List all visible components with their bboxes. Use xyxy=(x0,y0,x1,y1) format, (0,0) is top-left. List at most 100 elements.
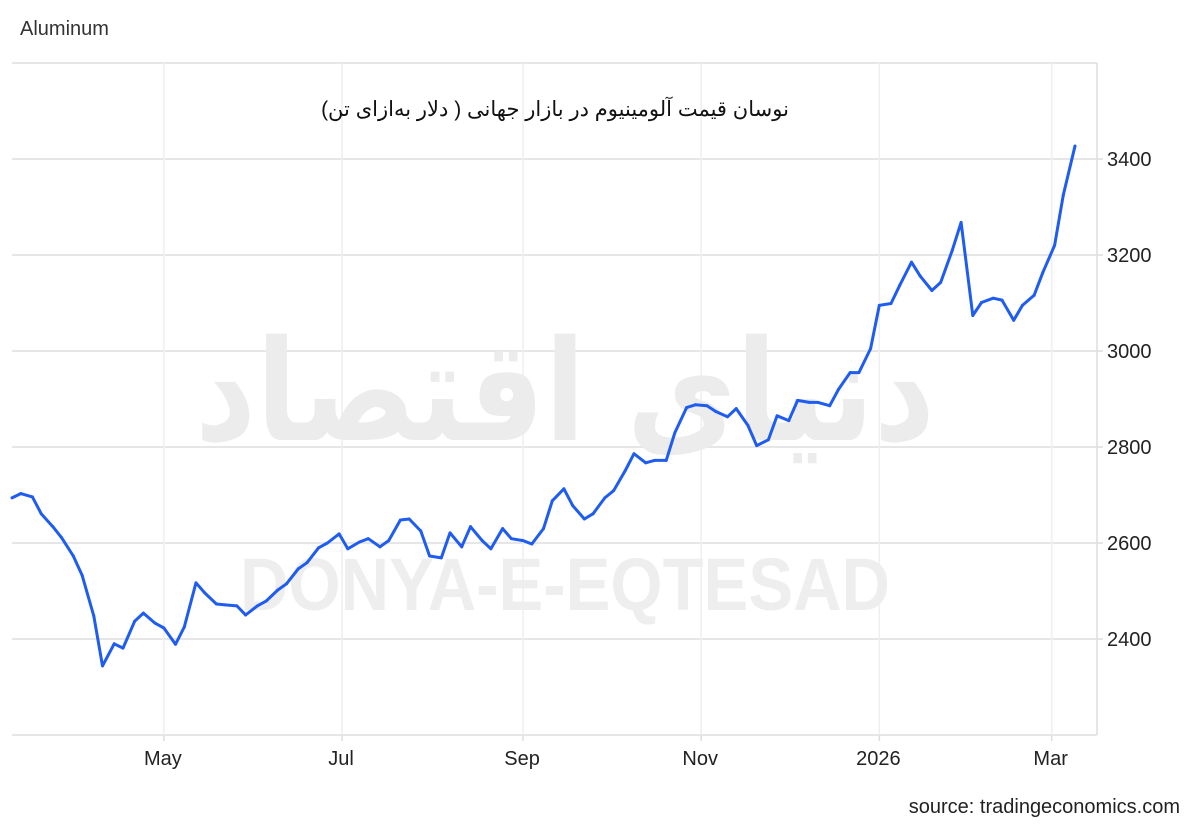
data-point xyxy=(991,296,995,300)
data-point xyxy=(828,404,832,408)
data-point xyxy=(652,458,656,462)
data-point xyxy=(162,626,166,630)
data-point xyxy=(337,532,341,536)
x-tick-label: Jul xyxy=(328,748,354,770)
data-point xyxy=(796,398,800,402)
data-point xyxy=(1053,243,1057,247)
data-point xyxy=(39,512,43,516)
x-axis: May Jul Sep Nov 2026 Mar xyxy=(144,735,1068,770)
data-point xyxy=(378,545,382,549)
data-point xyxy=(550,499,554,503)
data-point xyxy=(918,274,922,278)
data-point xyxy=(909,260,913,264)
data-point xyxy=(685,406,689,410)
data-point xyxy=(387,539,391,543)
data-point xyxy=(877,303,881,307)
data-point xyxy=(869,347,873,351)
data-point xyxy=(959,220,963,224)
y-tick-label: 2800 xyxy=(1107,437,1152,459)
data-point xyxy=(950,248,954,252)
data-point xyxy=(10,496,14,500)
data-point xyxy=(153,621,157,625)
data-point xyxy=(174,642,178,646)
x-tick-label: 2026 xyxy=(856,748,901,770)
data-point xyxy=(1012,318,1016,322)
data-point xyxy=(714,409,718,413)
data-point xyxy=(775,414,779,418)
data-point xyxy=(489,547,493,551)
data-point xyxy=(80,573,84,577)
y-tick-label: 2400 xyxy=(1107,629,1152,651)
watermark-text: DONYA-E-EQTESAD xyxy=(240,543,890,626)
data-point xyxy=(889,301,893,305)
data-point xyxy=(264,599,268,603)
data-point xyxy=(1041,270,1045,274)
data-point xyxy=(530,542,534,546)
y-tick-label: 3400 xyxy=(1107,149,1152,171)
data-point xyxy=(419,529,423,533)
data-point xyxy=(182,625,186,629)
data-point xyxy=(582,517,586,521)
x-tick-label: Sep xyxy=(504,748,540,770)
data-point xyxy=(980,301,984,305)
data-point xyxy=(460,545,464,549)
y-tick-label: 3200 xyxy=(1107,245,1152,267)
data-point xyxy=(623,469,627,473)
data-point xyxy=(346,547,350,551)
data-point xyxy=(19,492,23,496)
data-point xyxy=(1032,293,1036,297)
data-point xyxy=(285,582,289,586)
data-point xyxy=(971,313,975,317)
data-point xyxy=(244,613,248,617)
data-point xyxy=(1000,298,1004,302)
data-point xyxy=(746,423,750,427)
data-point xyxy=(448,531,452,535)
data-point xyxy=(705,404,709,408)
data-point xyxy=(939,280,943,284)
data-point xyxy=(141,611,145,615)
data-point xyxy=(407,517,411,521)
data-point xyxy=(276,588,280,592)
data-point xyxy=(194,581,198,585)
data-point xyxy=(296,567,300,571)
data-point xyxy=(1020,303,1024,307)
data-point xyxy=(612,489,616,493)
data-point xyxy=(857,371,861,375)
data-point xyxy=(255,604,259,608)
data-point xyxy=(71,554,75,558)
data-point xyxy=(223,603,227,607)
watermark: دنیای اقتصاد DONYA-E-EQTESAD xyxy=(195,311,935,626)
x-tick-label: Mar xyxy=(1033,748,1068,770)
data-point xyxy=(664,458,668,462)
data-point xyxy=(787,419,791,423)
y-tick-label: 2600 xyxy=(1107,533,1152,555)
data-point xyxy=(632,452,636,456)
data-point xyxy=(816,400,820,404)
data-point xyxy=(92,614,96,618)
data-point xyxy=(501,527,505,531)
data-point xyxy=(133,619,137,623)
data-point xyxy=(509,537,513,541)
data-point xyxy=(30,495,34,499)
data-point xyxy=(836,387,840,391)
data-point xyxy=(101,664,105,668)
data-point xyxy=(317,546,321,550)
x-tick-label: Nov xyxy=(682,748,718,770)
data-point xyxy=(562,487,566,491)
data-point xyxy=(673,431,677,435)
y-axis: 2400 2600 2800 3000 3200 3400 xyxy=(1097,149,1152,651)
data-point xyxy=(468,525,472,529)
x-tick-label: May xyxy=(144,748,182,770)
data-point xyxy=(603,496,607,500)
y-tick-label: 3000 xyxy=(1107,341,1152,363)
data-point xyxy=(203,591,207,595)
data-point xyxy=(121,646,125,650)
data-point xyxy=(848,371,852,375)
data-point xyxy=(930,289,934,293)
data-point xyxy=(398,518,402,522)
data-point xyxy=(734,407,738,411)
data-point xyxy=(428,554,432,558)
grid xyxy=(12,62,1098,736)
data-point xyxy=(571,504,575,508)
